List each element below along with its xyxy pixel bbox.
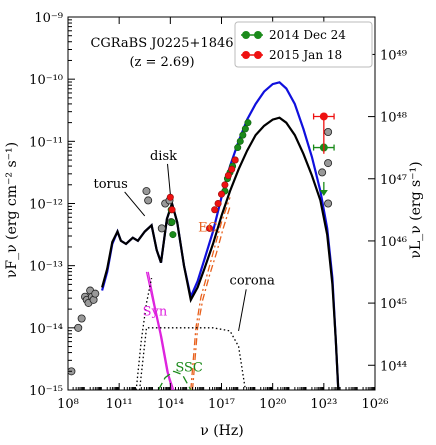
x-tick-label: 10¹¹: [106, 397, 133, 412]
annotation-ssc: SSC: [175, 360, 203, 375]
model-curves: [101, 81, 340, 390]
y-tick-label: 10⁻¹³: [29, 260, 63, 275]
y-axis-title: νF_ν (erg cm⁻² s⁻¹): [4, 142, 20, 278]
observation-2014-point: [234, 144, 242, 152]
legend: 2014 Dec 24 2015 Jan 18: [234, 21, 373, 68]
observation-2015-point: [231, 156, 239, 164]
legend-item-2014: 2014 Dec 24: [241, 28, 346, 42]
x-tick-label: 10²⁶: [362, 397, 389, 412]
observation-2015-point: [224, 172, 232, 180]
observation-2014-point: [236, 137, 244, 145]
x-axis-title: ν (Hz): [200, 423, 243, 439]
archival-point: [324, 128, 333, 137]
annotation-torus: torus: [93, 177, 127, 192]
legend-label: 2014 Dec 24: [269, 28, 346, 42]
y-tick-label: 10⁻¹¹: [29, 135, 63, 150]
model-curve-2015-jan-18: [101, 116, 340, 390]
data-points: [67, 112, 335, 376]
axis-ticks: 10⁸ 10¹¹ 10¹⁴ 10¹⁷ 10²⁰ 10²³ 10²⁶ 10⁻¹⁵ 10⁻¹⁴ 10⁻…: [29, 11, 407, 412]
x-tick-label: 10¹⁴: [157, 397, 184, 412]
y2-axis-title: νL_ν (erg s⁻¹): [408, 161, 424, 258]
component-curve-torus: [135, 277, 153, 390]
x-tick-label: 10²³: [310, 397, 337, 412]
archival-point: [157, 224, 166, 233]
component-curve-corona: [138, 327, 247, 390]
y2-tick-label: 10⁴⁹: [380, 48, 407, 63]
y2-tick-label: 10⁴⁵: [380, 297, 407, 312]
annotation-syn: Syn: [143, 304, 168, 319]
archival-point: [324, 159, 333, 168]
observation-2015-point: [214, 200, 222, 208]
y2-tick-label: 10⁴⁷: [380, 173, 407, 188]
x-tick-label: 10²⁰: [259, 397, 286, 412]
x-tick-label: 10¹⁷: [208, 397, 235, 412]
component-curve-ec: [190, 197, 231, 390]
legend-marker: [242, 31, 250, 39]
y-tick-label: 10⁻¹²: [29, 198, 63, 213]
legend-box: [234, 21, 373, 68]
observation-2015-point: [221, 181, 229, 189]
archival-point: [324, 199, 333, 208]
component-curve-syn: [145, 271, 173, 390]
legend-marker: [242, 51, 250, 59]
observation-2014-point: [169, 231, 177, 239]
chart-subtitle: (z = 2.69): [129, 55, 194, 70]
y2-tick-label: 10⁴⁶: [380, 235, 407, 250]
legend-item-2015: 2015 Jan 18: [241, 48, 342, 62]
y2-tick-label: 10⁴⁴: [380, 359, 407, 374]
archival-point: [74, 323, 83, 332]
archival-point: [91, 289, 100, 298]
archival-point: [144, 196, 153, 205]
y-tick-label: 10⁻⁹: [34, 11, 63, 26]
corona-arrow: [238, 289, 247, 332]
annotations: torus disk EC Syn SSC corona: [93, 149, 275, 375]
annotation-ec: EC: [198, 220, 217, 235]
archival-point: [318, 168, 327, 177]
component-curve-syn-2: [147, 271, 175, 390]
y2-tick-label: 10⁴⁸: [380, 111, 407, 126]
observation-2014-point: [241, 125, 249, 133]
y-tick-label: 10⁻¹⁴: [29, 322, 63, 337]
chart-title: CGRaBS J0225+1846: [90, 36, 233, 51]
model-curve-2014-dec-24: [101, 81, 340, 390]
observation-2015-point: [228, 165, 236, 173]
archival-point: [77, 314, 86, 323]
observation-2014-point: [168, 218, 176, 226]
legend-label: 2015 Jan 18: [269, 48, 342, 62]
archival-point: [142, 187, 151, 196]
observation-2015-point: [206, 224, 214, 232]
observation-2015-point: [218, 190, 226, 198]
model-components: [135, 197, 247, 390]
component-curve-ec-2: [191, 206, 231, 390]
disk-arrow: [167, 163, 171, 195]
observation-2015-point: [166, 193, 174, 201]
observation-2015-point: [168, 206, 176, 214]
gamma-2015-point: [319, 112, 328, 121]
observation-2014-point: [239, 131, 247, 139]
observation-2014-point: [244, 119, 252, 127]
annotation-corona: corona: [230, 273, 276, 288]
observation-2015-point: [211, 206, 219, 214]
legend-marker: [254, 31, 262, 39]
y-tick-label: 10⁻¹⁰: [29, 73, 63, 88]
y-tick-label: 10⁻¹⁵: [29, 384, 63, 399]
annotation-disk: disk: [150, 149, 177, 164]
gamma-2014-upper-limit-arrow: [319, 189, 328, 196]
component-curve-ssc: [157, 370, 192, 390]
x-tick-label: 10⁸: [57, 397, 79, 412]
torus-arrow: [124, 191, 146, 217]
legend-marker: [254, 51, 262, 59]
